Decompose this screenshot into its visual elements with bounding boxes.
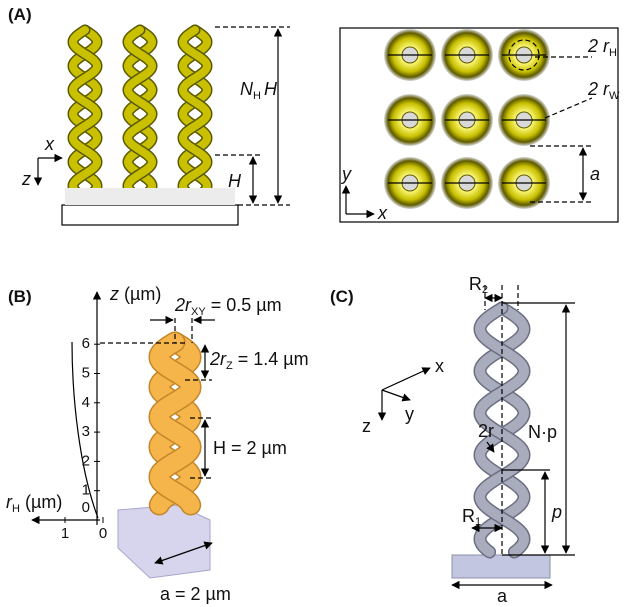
t: H (253, 90, 261, 102)
label: R2 (469, 274, 488, 296)
t: 1 (475, 516, 481, 528)
label: H = 2 µm (213, 438, 287, 458)
tick-label: 3 (82, 423, 90, 440)
dash (545, 98, 592, 118)
tick-label: 2 (82, 452, 90, 469)
label: y (405, 404, 414, 424)
tick-label: 1 (82, 482, 90, 499)
t: = 0.5 µm (206, 295, 282, 315)
label: 2r (478, 421, 494, 441)
panel-label: (A) (8, 5, 32, 24)
tick-label: 1 (61, 525, 69, 542)
label: rH (µm) (6, 492, 62, 515)
donut-grid (384, 29, 550, 209)
t: R (462, 506, 475, 526)
label: R1 (462, 506, 481, 528)
label: 2 rW (587, 79, 620, 102)
t: W (609, 90, 620, 102)
t: (µm) (119, 284, 161, 304)
label: z (µm) (109, 284, 161, 304)
label: z (362, 416, 371, 436)
tick-label: 6 (82, 335, 90, 352)
label: a = 2 µm (160, 584, 231, 604)
panel-label: (B) (8, 287, 32, 306)
label: a (590, 164, 600, 184)
tick-label: 0 (99, 525, 107, 542)
substrate (118, 505, 210, 578)
substrate (62, 205, 238, 225)
t: 2 (482, 284, 488, 296)
t: R (469, 274, 482, 294)
label: z (21, 169, 31, 189)
label: H (228, 171, 242, 191)
base (452, 555, 550, 578)
t: XY (191, 306, 206, 318)
t: N (240, 79, 254, 99)
t: H (12, 503, 20, 515)
label: a (497, 586, 508, 606)
t: H (609, 47, 617, 59)
t: (µm) (20, 492, 62, 512)
label: N·p (528, 422, 557, 442)
tick-label: 4 (82, 394, 90, 411)
label: y (340, 164, 352, 184)
tick-label: 5 (82, 365, 90, 382)
tick-label: 0 (82, 499, 90, 516)
label: 2rZ = 1.4 µm (209, 349, 309, 372)
t: 2r (174, 295, 192, 315)
t: 2 r (587, 79, 610, 99)
label: 2rXY = 0.5 µm (174, 295, 282, 318)
t: 2r (209, 349, 227, 369)
label: x (44, 134, 55, 154)
label: x (435, 356, 444, 376)
t: = 1.4 µm (233, 349, 309, 369)
t: z (109, 284, 119, 304)
shadow (65, 188, 235, 205)
label: 2 rH (587, 36, 617, 59)
panel-label: (C) (330, 287, 354, 306)
axis (382, 368, 430, 390)
label: p (551, 502, 562, 522)
t: H (264, 79, 278, 99)
figure: (A) NHH H x z 2 rH 2 rW a y x (B) z (µm)… (0, 0, 631, 607)
label: x (377, 203, 388, 223)
axis (382, 390, 410, 400)
t: 2 r (587, 36, 610, 56)
